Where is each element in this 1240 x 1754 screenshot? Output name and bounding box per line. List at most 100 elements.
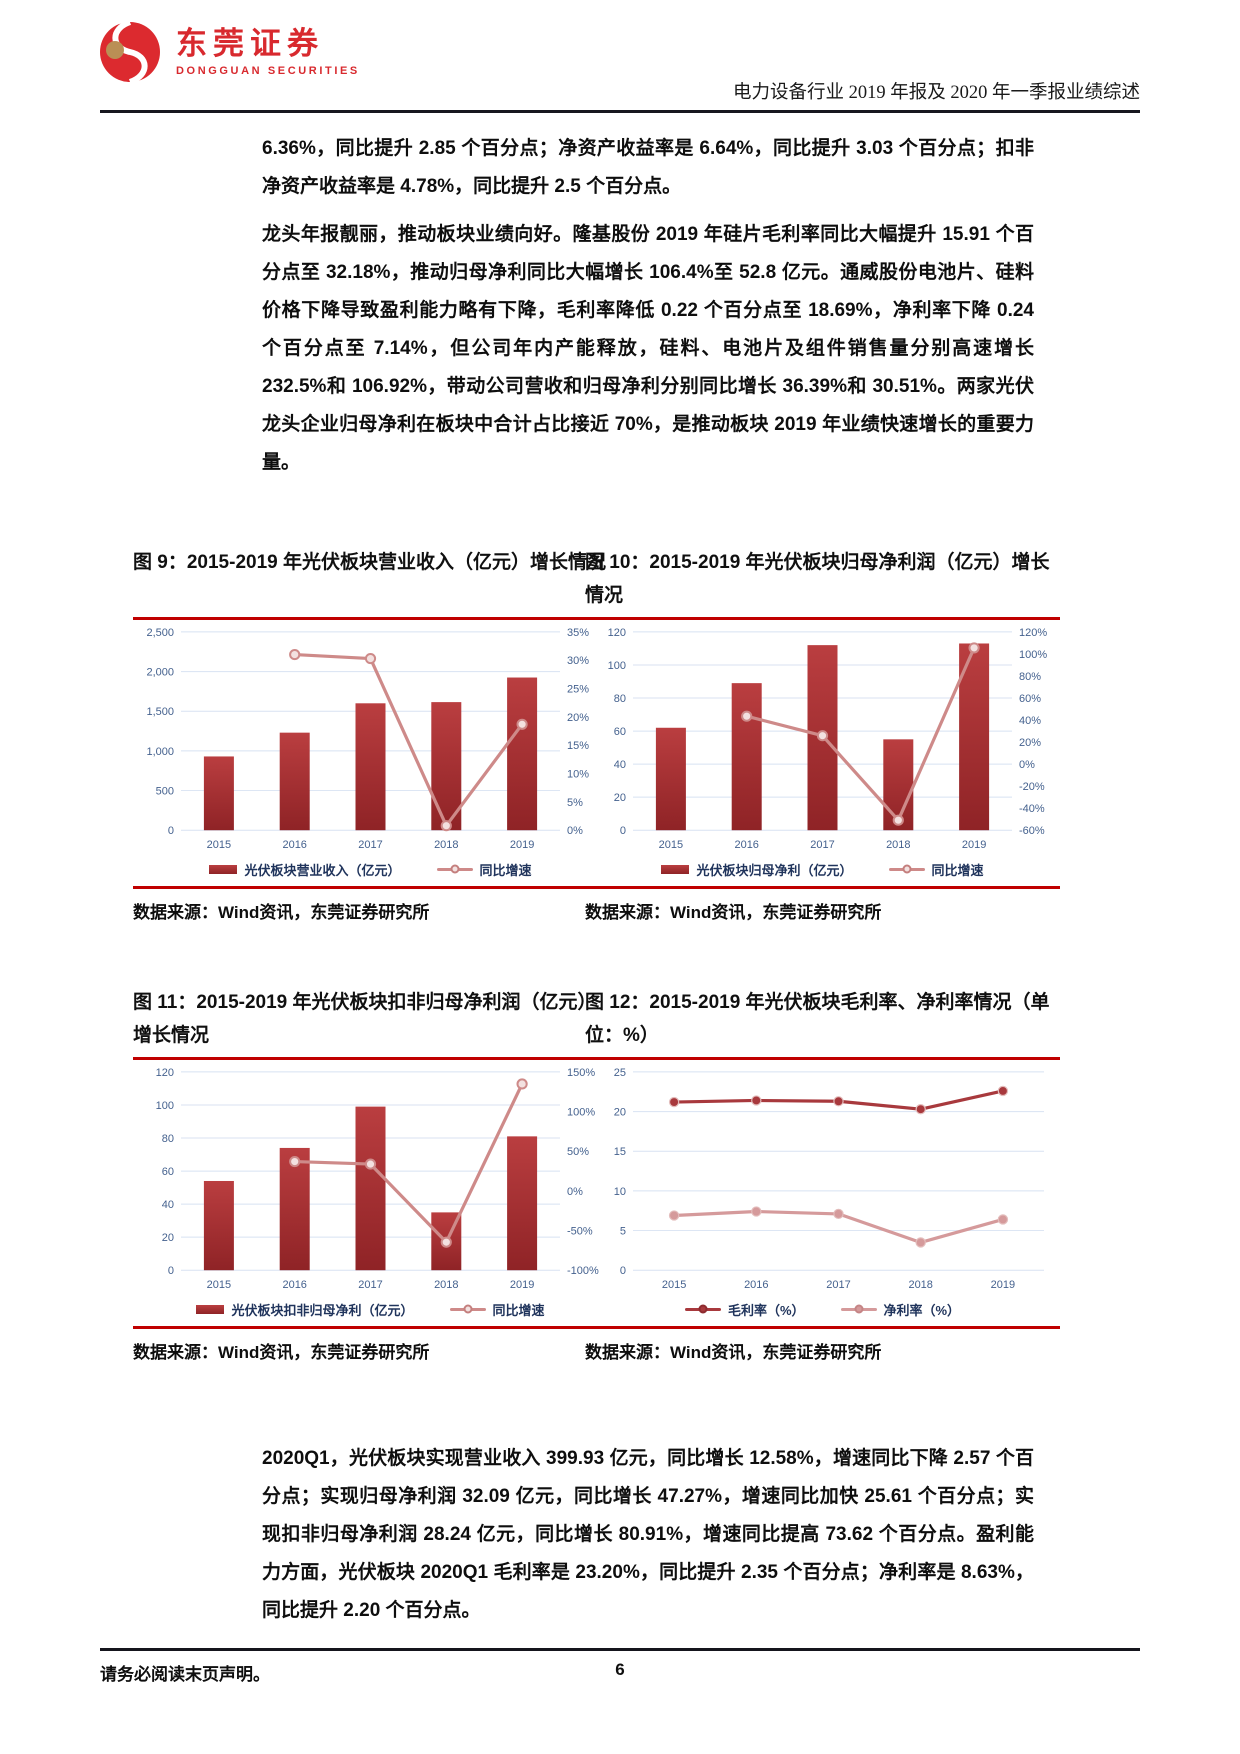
gross-margin-series-swatch — [684, 1304, 721, 1314]
legend-item: 同比增速 — [888, 860, 984, 879]
svg-text:0: 0 — [168, 1265, 174, 1277]
figure-12-top-rule — [585, 1057, 1060, 1060]
net-margin-series-swatch — [840, 1304, 877, 1314]
svg-text:2,500: 2,500 — [147, 627, 174, 639]
legend-item: 毛利率（%） — [684, 1300, 805, 1319]
figure-12-legend: 毛利率（%） 净利率（%） — [585, 1298, 1060, 1320]
logo-text: 东莞证券 DONGGUAN SECURITIES — [176, 27, 360, 77]
legend-label: 光伏板块营业收入（亿元） — [244, 862, 401, 878]
svg-text:1,500: 1,500 — [147, 706, 174, 718]
svg-text:60: 60 — [614, 726, 626, 738]
figure-9-top-rule — [133, 617, 608, 620]
svg-text:100%: 100% — [567, 1107, 595, 1119]
svg-text:50%: 50% — [567, 1146, 589, 1158]
svg-text:2018: 2018 — [886, 839, 910, 851]
svg-text:2015: 2015 — [662, 1279, 686, 1291]
svg-text:2017: 2017 — [358, 839, 382, 851]
figure-12: 图 12：2015-2019 年光伏板块毛利率、净利率情况（单位：%） 0 5 10… — [585, 986, 1060, 1363]
svg-text:2019: 2019 — [991, 1279, 1015, 1291]
svg-text:25: 25 — [614, 1067, 626, 1079]
svg-text:2015: 2015 — [659, 839, 683, 851]
figure-10-legend: 光伏板块归母净利（亿元） 同比增速 — [585, 858, 1060, 880]
paragraph-roe: 6.36%，同比提升 2.85 个百分点；净资产收益率是 6.64%，同比提升 … — [262, 138, 1034, 197]
figure-11-top-rule — [133, 1057, 608, 1060]
figure-11-caption: 图 11：2015-2019 年光伏板块扣非归母净利润（亿元）增长情况 — [133, 992, 597, 1046]
svg-text:0: 0 — [168, 825, 174, 837]
legend-item: 光伏板块扣非归母净利（亿元） — [196, 1300, 414, 1319]
svg-text:100%: 100% — [1019, 649, 1047, 661]
figure-11-source: 数据来源：Wind资讯，东莞证券研究所 — [133, 1343, 430, 1362]
svg-text:2016: 2016 — [734, 839, 758, 851]
bar-series-swatch — [209, 864, 238, 874]
svg-text:2015: 2015 — [207, 1279, 231, 1291]
legend-label: 同比增速 — [479, 862, 532, 878]
figure-9-caption: 图 9：2015-2019 年光伏板块营业收入（亿元）增长情况 — [133, 552, 606, 573]
svg-text:15%: 15% — [567, 740, 589, 752]
svg-text:10%: 10% — [567, 769, 589, 781]
svg-text:35%: 35% — [567, 627, 589, 639]
figure-10-source: 数据来源：Wind资讯，东莞证券研究所 — [585, 903, 882, 922]
svg-text:30%: 30% — [567, 655, 589, 667]
legend-item: 光伏板块营业收入（亿元） — [209, 860, 401, 879]
legend-label: 同比增速 — [931, 862, 984, 878]
figure-10: 图 10：2015-2019 年光伏板块归母净利润（亿元）增长情况 0 20 40 6… — [585, 546, 1060, 923]
figure-12-source: 数据来源：Wind资讯，东莞证券研究所 — [585, 1343, 882, 1362]
legend-label: 净利率（%） — [883, 1302, 961, 1318]
legend-label: 光伏板块归母净利（亿元） — [696, 862, 853, 878]
svg-text:-60%: -60% — [1019, 825, 1045, 837]
svg-text:2019: 2019 — [962, 839, 986, 851]
figure-9-legend: 光伏板块营业收入（亿元） 同比增速 — [133, 858, 608, 880]
figure-11: 图 11：2015-2019 年光伏板块扣非归母净利润（亿元）增长情况 0 20 4… — [133, 986, 608, 1363]
svg-text:2019: 2019 — [510, 839, 534, 851]
dongguan-securities-logo: 东莞证券 DONGGUAN SECURITIES — [98, 20, 360, 84]
paragraph-leaders: 龙头年报靓丽，推动板块业绩向好。隆基股份 2019 年硅片毛利率同比大幅提升 1… — [262, 224, 1034, 473]
svg-text:0: 0 — [620, 1265, 626, 1277]
svg-text:0: 0 — [620, 825, 626, 837]
figure-12-bottom-rule — [585, 1326, 1060, 1329]
figure-10-caption: 图 10：2015-2019 年光伏板块归母净利润（亿元）增长情况 — [585, 552, 1050, 606]
logo-name-en: DONGGUAN SECURITIES — [176, 64, 360, 77]
svg-text:2018: 2018 — [434, 839, 458, 851]
svg-text:20: 20 — [614, 792, 626, 804]
svg-text:2018: 2018 — [434, 1279, 458, 1291]
svg-text:2016: 2016 — [744, 1279, 768, 1291]
line-series-swatch — [888, 864, 925, 874]
svg-text:500: 500 — [156, 786, 174, 798]
svg-text:60%: 60% — [1019, 693, 1041, 705]
svg-text:5%: 5% — [567, 797, 583, 809]
svg-text:20: 20 — [162, 1232, 174, 1244]
legend-label: 毛利率（%） — [727, 1302, 805, 1318]
svg-text:2016: 2016 — [282, 1279, 306, 1291]
svg-text:40: 40 — [614, 759, 626, 771]
svg-text:2,000: 2,000 — [147, 667, 174, 679]
svg-text:2015: 2015 — [207, 839, 231, 851]
figure-10-bottom-rule — [585, 886, 1060, 889]
svg-text:80%: 80% — [1019, 671, 1041, 683]
footer-divider — [100, 1648, 1140, 1651]
figure-9: 图 9：2015-2019 年光伏板块营业收入（亿元）增长情况 0 500 1,00… — [133, 546, 608, 923]
svg-text:2017: 2017 — [826, 1279, 850, 1291]
legend-label: 同比增速 — [492, 1302, 545, 1318]
svg-text:80: 80 — [162, 1133, 174, 1145]
legend-label: 光伏板块扣非归母净利（亿元） — [231, 1302, 414, 1318]
svg-text:2017: 2017 — [358, 1279, 382, 1291]
figure-9-bottom-rule — [133, 886, 608, 889]
figure-10-top-rule — [585, 617, 1060, 620]
svg-text:40: 40 — [162, 1199, 174, 1211]
figure-11-legend: 光伏板块扣非归母净利（亿元） 同比增速 — [133, 1298, 608, 1320]
paragraph-2020q1: 2020Q1，光伏板块实现营业收入 399.93 亿元，同比增长 12.58%，… — [262, 1448, 1034, 1621]
legend-item: 净利率（%） — [840, 1300, 961, 1319]
svg-text:10: 10 — [614, 1186, 626, 1198]
svg-text:0%: 0% — [1019, 759, 1035, 771]
svg-text:40%: 40% — [1019, 715, 1041, 727]
svg-text:80: 80 — [614, 693, 626, 705]
svg-text:-40%: -40% — [1019, 803, 1045, 815]
svg-text:120: 120 — [156, 1067, 174, 1079]
figure-11-chart: 0 20 40 60 80 100 120 -100% -50% 0% 50% 100% 150% 201… — [156, 1067, 599, 1291]
figure-9-source: 数据来源：Wind资讯，东莞证券研究所 — [133, 903, 430, 922]
svg-text:1,000: 1,000 — [147, 746, 174, 758]
figure-12-chart: 0 5 10 15 20 25 2015 2016 2017 2018 2019 — [614, 1067, 1044, 1291]
page-number: 6 — [615, 1660, 625, 1679]
bar-series-swatch — [196, 1304, 225, 1314]
figure-11-bottom-rule — [133, 1326, 608, 1329]
